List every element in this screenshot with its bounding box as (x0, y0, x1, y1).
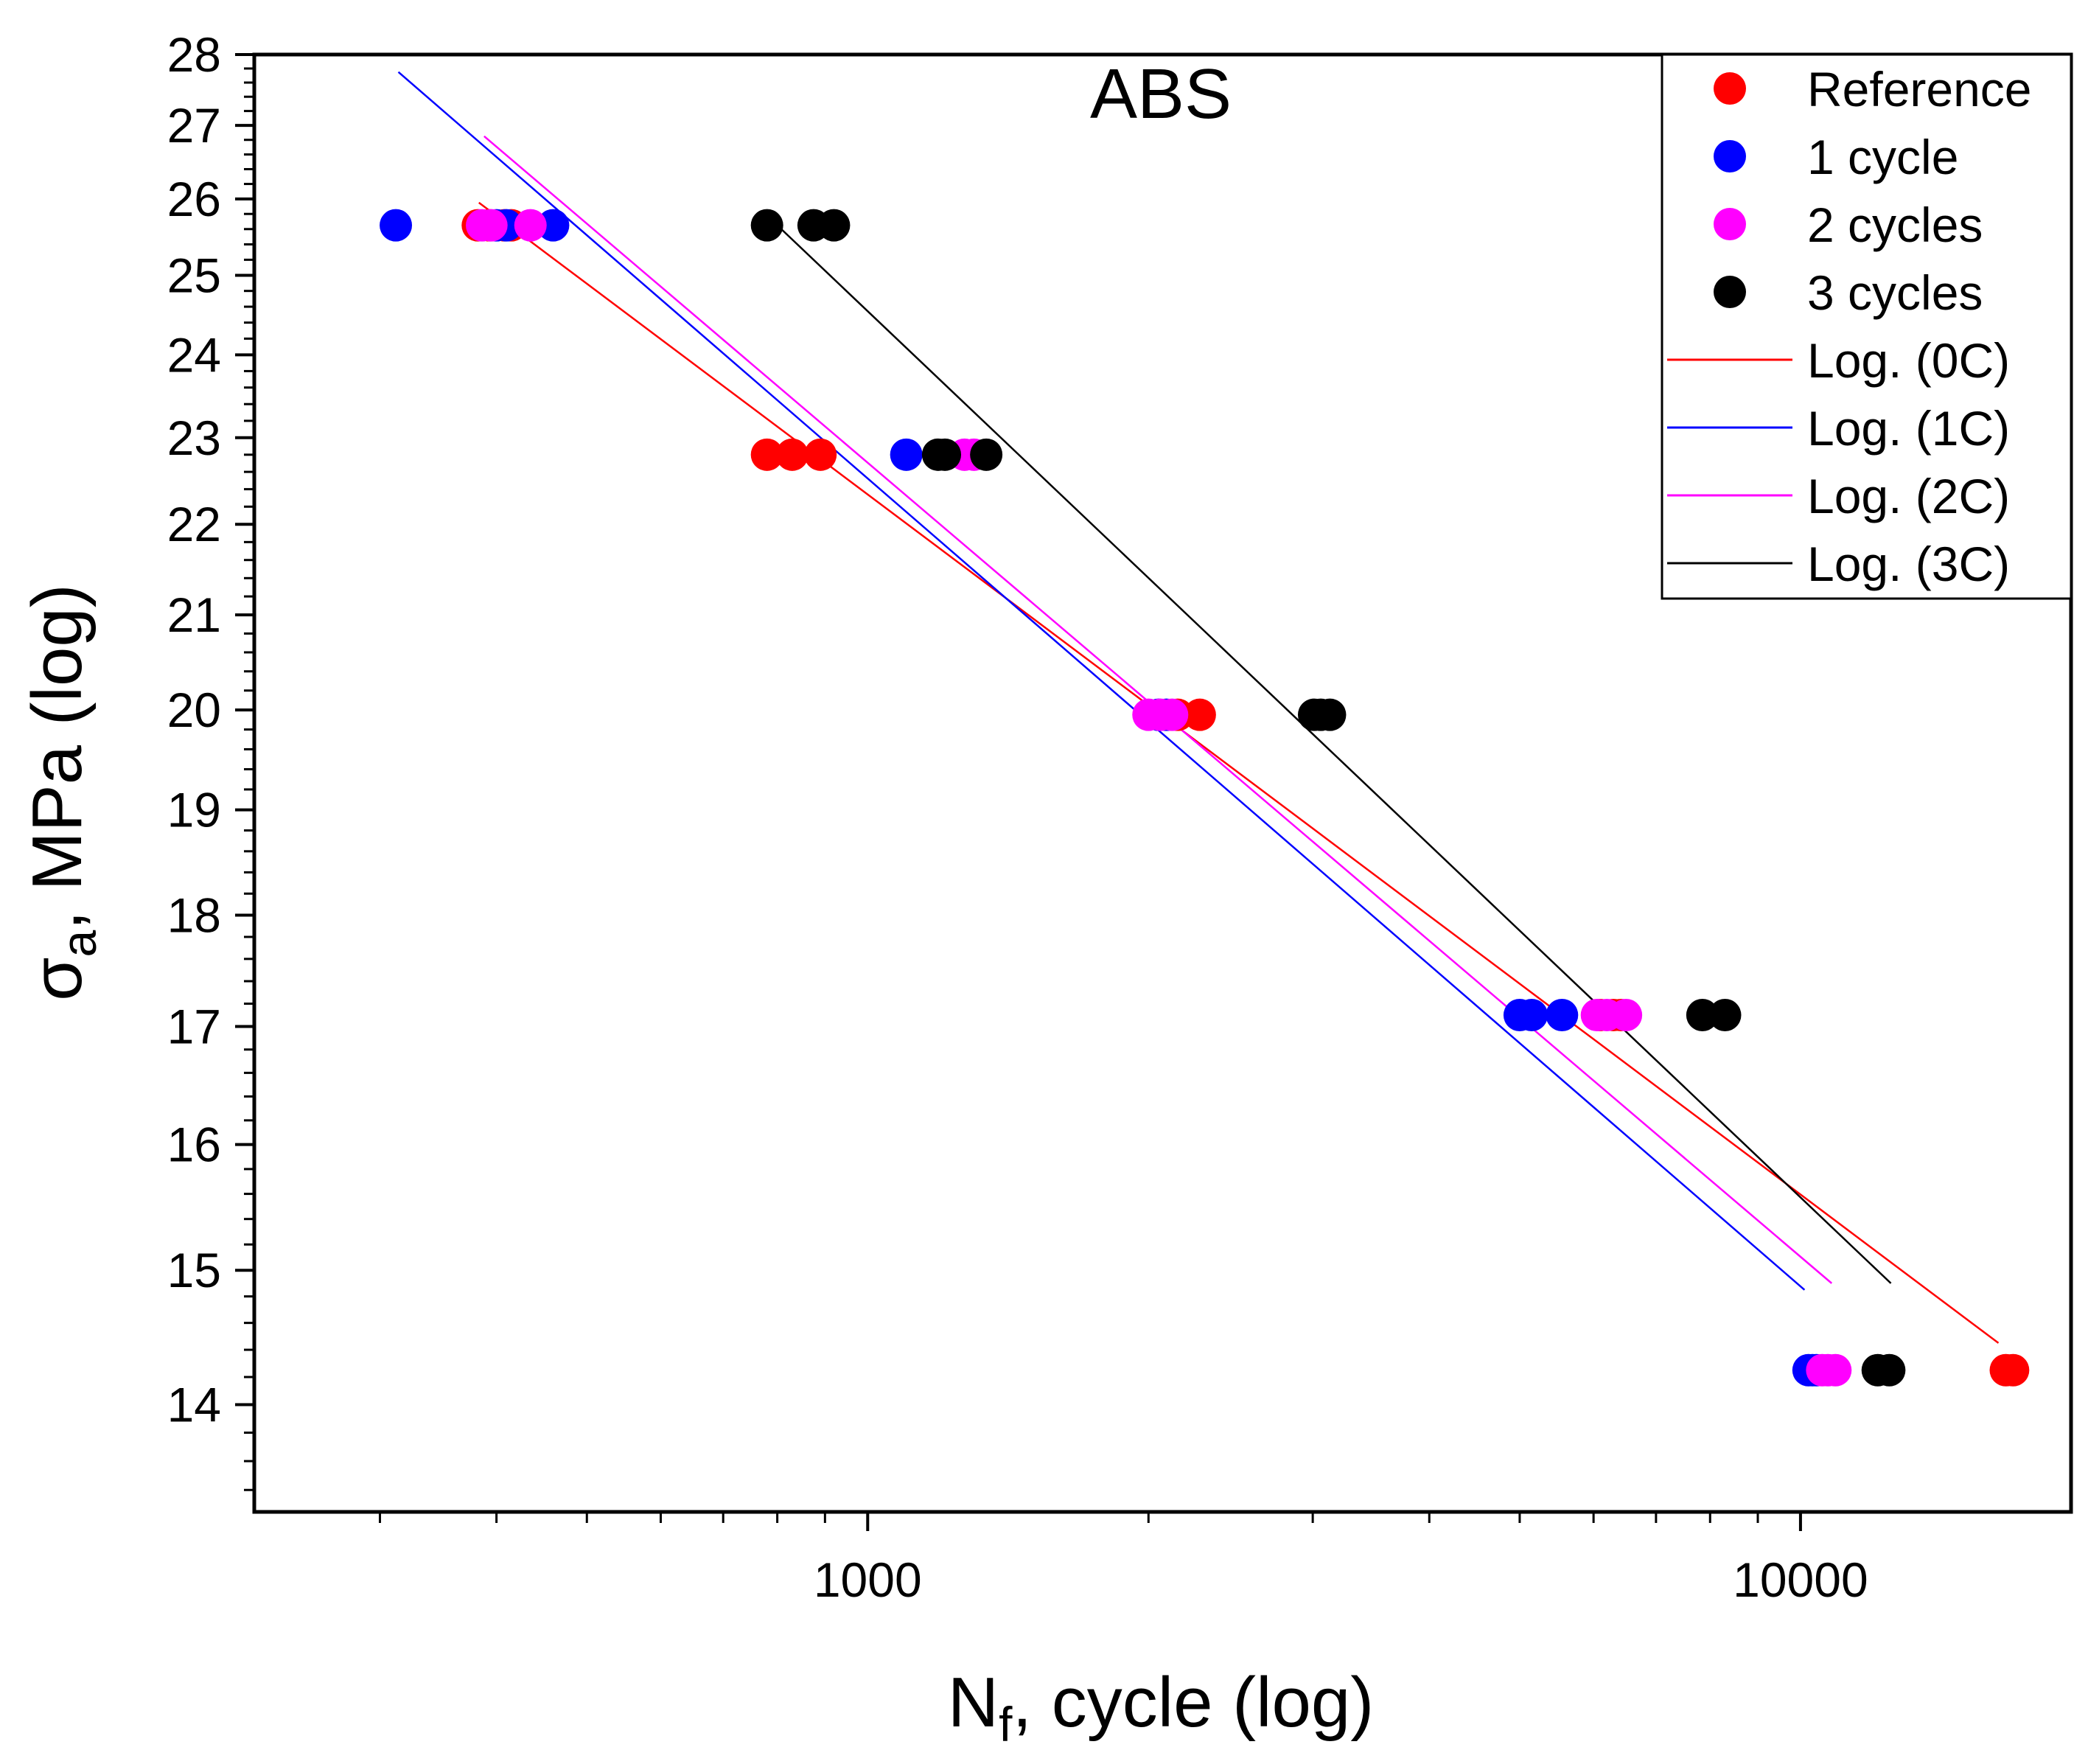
y-axis-label-subscript: a (52, 930, 106, 957)
x-axis-label-main: N (948, 1663, 999, 1742)
y-tick-label: 21 (167, 588, 221, 642)
x-tick-label: 10000 (1733, 1552, 1868, 1607)
x-axis-label-rest: , cycle (log) (1012, 1663, 1374, 1742)
y-axis-label-main: σ (18, 957, 97, 1000)
legend-label: Log. (0C) (1807, 333, 2010, 388)
data-point (1313, 698, 1347, 731)
y-tick-label: 22 (167, 497, 221, 551)
y-axis-label-rest: , MPa (log) (18, 584, 97, 930)
plot-frame (252, 52, 2073, 1514)
chart-title: ABS (1090, 55, 1232, 133)
data-point (1156, 698, 1189, 731)
trendline (478, 201, 2000, 1344)
x-axis-label-subscript: f (999, 1697, 1013, 1751)
y-tick-label: 18 (167, 888, 221, 942)
data-point (537, 209, 570, 242)
legend-entries: Reference 1 cycle 2 cycles 3 cycles Log. (0C… (1667, 62, 2032, 591)
trendline (397, 71, 1806, 1291)
y-tick-label: 26 (167, 172, 221, 226)
x-axis-label: Nf, cycle (log) (948, 1663, 1374, 1751)
legend-label: 1 cycle (1807, 130, 1958, 184)
y-tick-label: 17 (167, 999, 221, 1053)
data-point (929, 438, 962, 471)
data-point (750, 438, 783, 471)
legend-marker (1714, 276, 1746, 308)
y-tick-label: 14 (167, 1378, 221, 1432)
legend-label: 2 cycles (1807, 198, 1983, 252)
data-point (750, 209, 783, 242)
y-tick-label: 20 (167, 683, 221, 737)
x-tick-label: 1000 (814, 1552, 922, 1607)
data-point-layer (380, 209, 2030, 1387)
y-tick-label: 19 (167, 783, 221, 837)
data-point (970, 438, 1003, 471)
legend-label: Log. (2C) (1807, 469, 2010, 523)
legend-box (1661, 53, 2073, 600)
y-tick-label: 28 (167, 27, 221, 82)
y-axis-label: σa, MPa (log) (18, 584, 106, 1000)
data-point (1515, 998, 1548, 1031)
legend-marker (1714, 72, 1746, 105)
y-tick-label: 23 (167, 411, 221, 465)
data-point (1873, 1353, 1906, 1387)
data-point (380, 209, 413, 242)
axis-layer: 1000 10000 14 15 16 17 18 19 20 21 22 23 24 25 26 27 28 (167, 27, 1868, 1607)
y-tick-label: 25 (167, 248, 221, 302)
y-tick-label: 15 (167, 1243, 221, 1297)
data-point (1819, 1353, 1852, 1387)
data-point (804, 438, 837, 471)
trendline (776, 224, 1892, 1284)
data-point (1546, 998, 1579, 1031)
data-point (890, 438, 923, 471)
data-point (1686, 998, 1719, 1031)
data-point (817, 209, 851, 242)
data-point (1183, 698, 1216, 731)
legend-label: 3 cycles (1807, 265, 1983, 320)
data-point (475, 209, 508, 242)
data-point (1997, 1353, 2030, 1387)
legend-label: Log. (1C) (1807, 401, 2010, 456)
data-point (775, 438, 809, 471)
legend-marker (1714, 140, 1746, 172)
legend-label: Reference (1807, 62, 2032, 116)
legend: Reference 1 cycle 2 cycles 3 cycles Log. (0C… (1661, 53, 2073, 600)
legend-marker (1714, 208, 1746, 240)
data-point (1610, 998, 1643, 1031)
y-tick-label: 27 (167, 98, 221, 153)
data-point (1708, 998, 1742, 1031)
legend-label: Log. (3C) (1807, 537, 2010, 591)
data-point (514, 209, 547, 242)
y-tick-label: 24 (167, 327, 221, 382)
y-tick-label: 16 (167, 1118, 221, 1172)
